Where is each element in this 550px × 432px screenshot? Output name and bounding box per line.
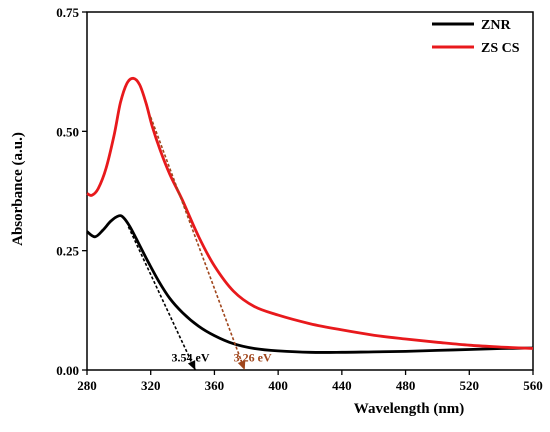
series-layer	[86, 76, 534, 354]
band-gap-annotation: 3.26 eV	[234, 350, 272, 364]
legend: ZNR ZS CS	[432, 18, 520, 56]
tangent-line	[149, 116, 246, 371]
x-tick-label: 320	[141, 378, 161, 393]
x-tick-label: 280	[77, 378, 97, 393]
tick-layer: 280 320 360 400 440 480 520 560 0.00 0.25 0.50 0.75	[56, 5, 543, 393]
x-tick-label: 480	[396, 378, 416, 393]
tangent-line	[127, 226, 197, 371]
y-tick-label: 0.50	[56, 124, 79, 139]
x-tick-label: 440	[332, 378, 352, 393]
y-axis-title: Absorbance (a.u.)	[10, 132, 26, 246]
x-axis-title: Wavelength (nm)	[354, 401, 464, 417]
tangent-arrowhead	[237, 360, 246, 370]
y-tick-label: 0.75	[56, 5, 79, 20]
legend-label-znr: ZNR	[481, 18, 511, 33]
y-tick-label: 0.25	[56, 244, 79, 259]
x-tick-label: 520	[460, 378, 480, 393]
y-tick-label: 0.00	[56, 363, 79, 378]
band-gap-annotation: 3.54 eV	[172, 350, 210, 364]
tangent-arrowhead	[187, 360, 196, 370]
annotation-layer: 3.54 eV 3.26 eV	[172, 350, 272, 364]
legend-label-zs-cs: ZS CS	[481, 41, 520, 56]
x-tick-label: 400	[268, 378, 288, 393]
x-tick-label: 560	[523, 378, 543, 393]
series-line-zs-cs	[86, 76, 534, 350]
plot-frame	[86, 11, 534, 371]
x-tick-label: 360	[205, 378, 225, 393]
plot-area	[86, 11, 534, 371]
tangent-layer	[127, 116, 246, 371]
series-line-znr	[86, 214, 534, 354]
